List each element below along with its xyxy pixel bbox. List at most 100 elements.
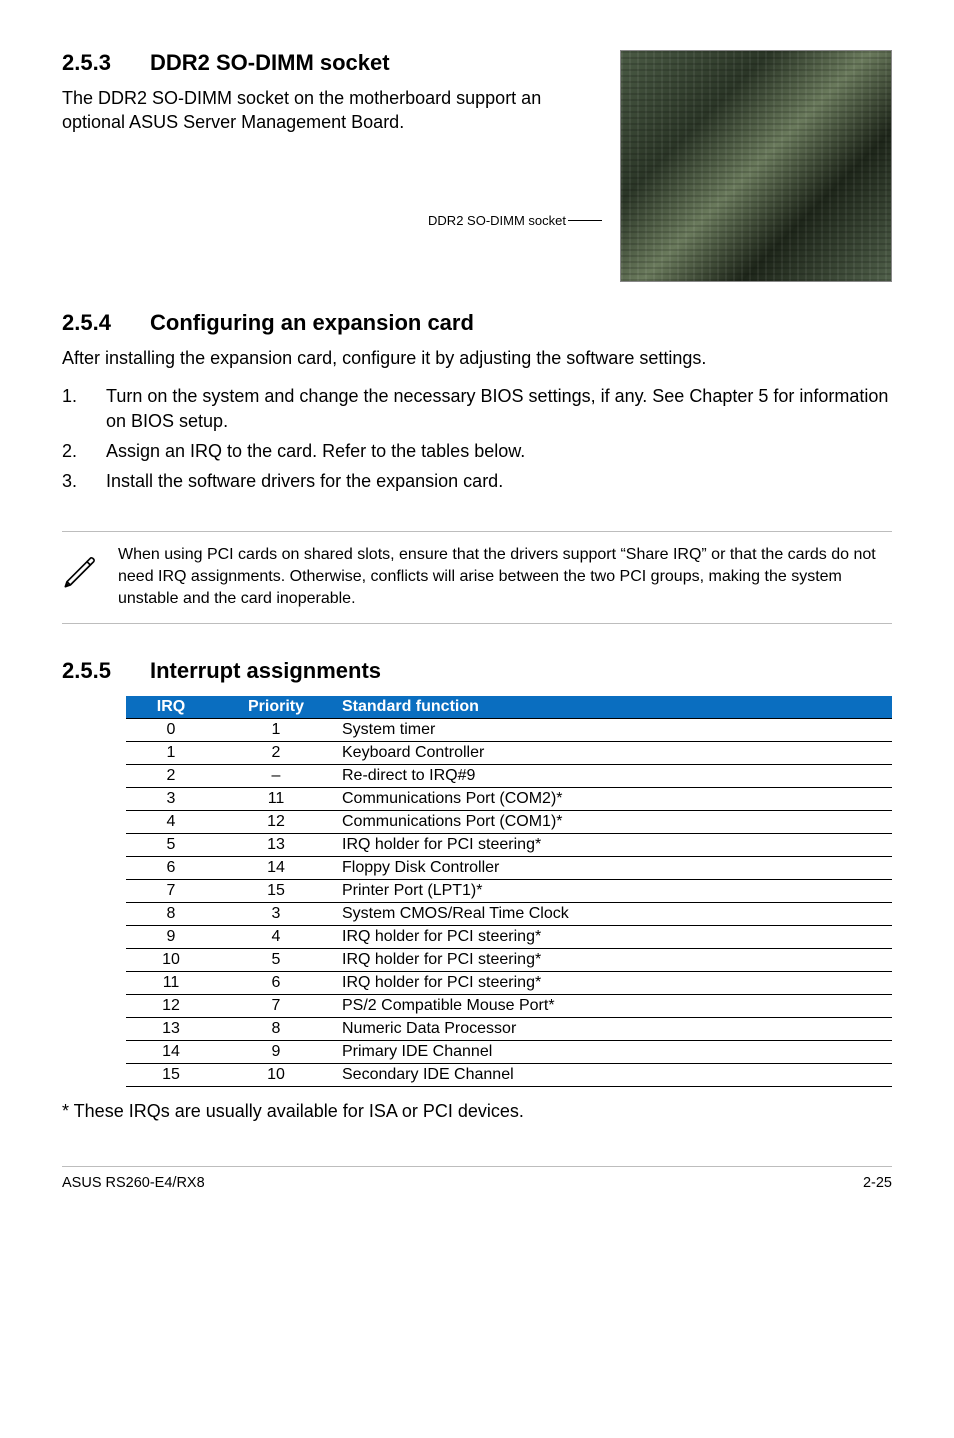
- cell-priority: 9: [216, 1041, 336, 1064]
- cell-function: Primary IDE Channel: [336, 1041, 892, 1064]
- cell-irq: 4: [126, 811, 216, 834]
- motherboard-photo: [620, 50, 892, 282]
- cell-priority: 6: [216, 972, 336, 995]
- irq-footnote: * These IRQs are usually available for I…: [62, 1101, 892, 1122]
- section-253-num: 2.5.3: [62, 50, 150, 76]
- section-255-num: 2.5.5: [62, 658, 150, 684]
- cell-function: Re-direct to IRQ#9: [336, 765, 892, 788]
- cell-irq: 9: [126, 926, 216, 949]
- cell-irq: 5: [126, 834, 216, 857]
- cell-priority: 7: [216, 995, 336, 1018]
- section-253-title: DDR2 SO-DIMM socket: [150, 50, 390, 76]
- cell-function: IRQ holder for PCI steering*: [336, 926, 892, 949]
- cell-irq: 0: [126, 719, 216, 742]
- table-row: 01System timer: [126, 719, 892, 742]
- cell-priority: 11: [216, 788, 336, 811]
- cell-irq: 3: [126, 788, 216, 811]
- table-row: 94IRQ holder for PCI steering*: [126, 926, 892, 949]
- cell-irq: 12: [126, 995, 216, 1018]
- table-row: 105IRQ holder for PCI steering*: [126, 949, 892, 972]
- step-item: Turn on the system and change the necess…: [62, 384, 892, 433]
- dimm-caption-leader: [568, 220, 602, 221]
- table-row: 127PS/2 Compatible Mouse Port*: [126, 995, 892, 1018]
- cell-irq: 15: [126, 1064, 216, 1087]
- cell-function: Floppy Disk Controller: [336, 857, 892, 880]
- section-255-heading: 2.5.5 Interrupt assignments: [62, 658, 892, 684]
- cell-priority: –: [216, 765, 336, 788]
- col-header-irq: IRQ: [126, 696, 216, 719]
- irq-table-body: 01System timer 12Keyboard Controller 2–R…: [126, 719, 892, 1087]
- note-text: When using PCI cards on shared slots, en…: [118, 544, 892, 609]
- section-253-block: 2.5.3 DDR2 SO-DIMM socket The DDR2 SO-DI…: [62, 50, 892, 282]
- section-254-num: 2.5.4: [62, 310, 150, 336]
- cell-irq: 7: [126, 880, 216, 903]
- section-254-steps: Turn on the system and change the necess…: [62, 384, 892, 493]
- dimm-caption-row: DDR2 SO-DIMM socket: [62, 213, 602, 228]
- cell-priority: 8: [216, 1018, 336, 1041]
- cell-function: Printer Port (LPT1)*: [336, 880, 892, 903]
- section-255-title: Interrupt assignments: [150, 658, 381, 684]
- cell-priority: 14: [216, 857, 336, 880]
- cell-function: Keyboard Controller: [336, 742, 892, 765]
- table-row: 311Communications Port (COM2)*: [126, 788, 892, 811]
- section-253-heading: 2.5.3 DDR2 SO-DIMM socket: [62, 50, 602, 76]
- cell-function: IRQ holder for PCI steering*: [336, 834, 892, 857]
- cell-irq: 10: [126, 949, 216, 972]
- cell-function: Communications Port (COM1)*: [336, 811, 892, 834]
- cell-irq: 2: [126, 765, 216, 788]
- page-footer: ASUS RS260-E4/RX8 2-25: [62, 1166, 892, 1191]
- section-253-para: The DDR2 SO-DIMM socket on the motherboa…: [62, 86, 602, 135]
- footer-right: 2-25: [863, 1175, 892, 1191]
- cell-irq: 11: [126, 972, 216, 995]
- table-row: 513IRQ holder for PCI steering*: [126, 834, 892, 857]
- cell-function: IRQ holder for PCI steering*: [336, 949, 892, 972]
- cell-priority: 3: [216, 903, 336, 926]
- cell-priority: 15: [216, 880, 336, 903]
- cell-irq: 8: [126, 903, 216, 926]
- cell-function: PS/2 Compatible Mouse Port*: [336, 995, 892, 1018]
- step-text: Assign an IRQ to the card. Refer to the …: [106, 439, 525, 463]
- section-254-intro: After installing the expansion card, con…: [62, 346, 892, 370]
- cell-irq: 1: [126, 742, 216, 765]
- cell-priority: 1: [216, 719, 336, 742]
- table-row: 12Keyboard Controller: [126, 742, 892, 765]
- table-row: 1510Secondary IDE Channel: [126, 1064, 892, 1087]
- table-row: 2–Re-direct to IRQ#9: [126, 765, 892, 788]
- step-item: Install the software drivers for the exp…: [62, 469, 892, 493]
- table-row: 138Numeric Data Processor: [126, 1018, 892, 1041]
- section-253-left: 2.5.3 DDR2 SO-DIMM socket The DDR2 SO-DI…: [62, 50, 620, 282]
- cell-priority: 5: [216, 949, 336, 972]
- col-header-priority: Priority: [216, 696, 336, 719]
- cell-irq: 14: [126, 1041, 216, 1064]
- table-row: 614Floppy Disk Controller: [126, 857, 892, 880]
- table-row: 116IRQ holder for PCI steering*: [126, 972, 892, 995]
- cell-priority: 12: [216, 811, 336, 834]
- cell-priority: 4: [216, 926, 336, 949]
- section-254-title: Configuring an expansion card: [150, 310, 474, 336]
- cell-priority: 13: [216, 834, 336, 857]
- cell-function: System CMOS/Real Time Clock: [336, 903, 892, 926]
- cell-function: Numeric Data Processor: [336, 1018, 892, 1041]
- irq-table: IRQ Priority Standard function 01System …: [126, 696, 892, 1087]
- footer-left: ASUS RS260-E4/RX8: [62, 1175, 205, 1191]
- cell-priority: 2: [216, 742, 336, 765]
- table-row: 149Primary IDE Channel: [126, 1041, 892, 1064]
- table-header-row: IRQ Priority Standard function: [126, 696, 892, 719]
- cell-irq: 6: [126, 857, 216, 880]
- cell-function: Communications Port (COM2)*: [336, 788, 892, 811]
- section-254-heading: 2.5.4 Configuring an expansion card: [62, 310, 892, 336]
- cell-function: IRQ holder for PCI steering*: [336, 972, 892, 995]
- cell-function: System timer: [336, 719, 892, 742]
- cell-function: Secondary IDE Channel: [336, 1064, 892, 1087]
- table-row: 83System CMOS/Real Time Clock: [126, 903, 892, 926]
- col-header-function: Standard function: [336, 696, 892, 719]
- dimm-caption: DDR2 SO-DIMM socket: [62, 213, 566, 228]
- cell-irq: 13: [126, 1018, 216, 1041]
- table-row: 412Communications Port (COM1)*: [126, 811, 892, 834]
- pencil-note-icon: [62, 544, 118, 609]
- table-row: 715Printer Port (LPT1)*: [126, 880, 892, 903]
- note-block: When using PCI cards on shared slots, en…: [62, 531, 892, 624]
- step-text: Install the software drivers for the exp…: [106, 469, 503, 493]
- cell-priority: 10: [216, 1064, 336, 1087]
- step-text: Turn on the system and change the necess…: [106, 384, 892, 433]
